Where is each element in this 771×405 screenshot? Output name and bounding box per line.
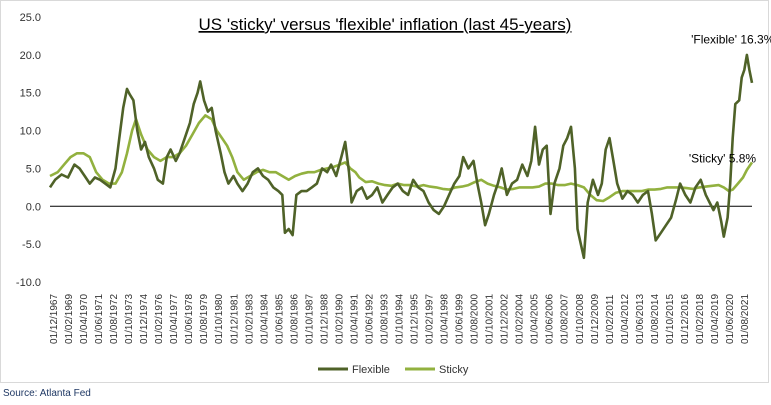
x-tick-label: 01/04/1977	[169, 294, 180, 344]
x-tick-label: 01/08/2000	[470, 294, 481, 344]
x-tick-label: 01/12/1981	[229, 294, 240, 344]
x-tick-label: 01/10/2008	[575, 294, 586, 344]
x-axis: 01/12/1967 01/02/1969 01/04/1970 01/06/1971…	[49, 294, 751, 344]
x-tick-label: 01/12/2009	[590, 294, 601, 344]
x-tick-label: 01/12/1988	[319, 294, 330, 344]
legend: Flexible Sticky	[318, 364, 469, 376]
x-tick-label: 01/02/2011	[605, 294, 616, 344]
y-tick-label: 10.0	[20, 126, 41, 138]
x-tick-label: 01/02/2004	[515, 294, 526, 344]
x-tick-label: 01/08/1972	[109, 294, 120, 344]
y-tick-label: 20.0	[20, 50, 41, 62]
x-tick-label: 01/02/1976	[154, 294, 165, 344]
y-tick-label: 15.0	[20, 88, 41, 100]
x-tick-label: 01/04/2019	[710, 294, 721, 344]
x-tick-label: 01/02/1969	[64, 294, 75, 344]
x-tick-label: 01/02/1990	[334, 294, 345, 344]
x-tick-label: 01/02/2018	[695, 294, 706, 344]
x-tick-label: 01/10/2015	[665, 294, 676, 344]
annotations: 'Flexible' 16.3% 'Sticky' 5.8%	[689, 33, 771, 166]
x-tick-label: 01/08/1986	[289, 294, 300, 344]
series-layer	[48, 53, 754, 260]
annotation-label: 'Flexible' 16.3%	[691, 33, 771, 47]
y-tick-label: 0.0	[26, 201, 41, 213]
x-tick-label: 01/06/1992	[364, 294, 375, 344]
legend-label-sticky: Sticky	[439, 364, 469, 376]
x-tick-label: 01/04/1991	[349, 294, 360, 344]
x-tick-label: 01/04/1998	[440, 294, 451, 344]
x-tick-label: 01/04/1970	[79, 294, 90, 344]
x-tick-label: 01/06/1971	[94, 294, 105, 344]
x-tick-label: 01/12/1995	[410, 294, 421, 344]
x-tick-label: 01/12/1974	[139, 294, 150, 344]
x-tick-label: 01/06/2006	[545, 294, 556, 344]
x-tick-label: 01/12/2002	[500, 294, 511, 344]
y-tick-label: -10.0	[16, 277, 41, 289]
x-tick-label: 01/06/1999	[455, 294, 466, 344]
x-tick-label: 01/08/2021	[740, 294, 751, 344]
x-tick-label: 01/10/1994	[395, 294, 406, 344]
x-tick-label: 01/08/1979	[199, 294, 210, 344]
x-tick-label: 01/06/1985	[274, 294, 285, 344]
chart-frame	[0, 0, 769, 383]
y-tick-label: 5.0	[26, 163, 41, 175]
y-tick-label: 25.0	[20, 12, 41, 24]
x-tick-label: 01/02/1997	[425, 294, 436, 344]
y-axis: 25.0 20.0 15.0 10.0 5.0 0.0 -5.0 -10.0	[16, 12, 41, 289]
source-note: Source: Atlanta Fed	[3, 388, 91, 399]
x-tick-label: 01/06/2013	[635, 294, 646, 344]
x-tick-label: 01/04/2012	[620, 294, 631, 344]
x-tick-label: 01/10/1980	[214, 294, 225, 344]
x-tick-label: 01/10/2001	[485, 294, 496, 344]
x-tick-label: 01/08/2014	[650, 294, 661, 344]
x-tick-label: 01/04/1984	[259, 294, 270, 344]
legend-label-flexible: Flexible	[352, 364, 390, 376]
x-tick-label: 01/06/1978	[184, 294, 195, 344]
x-tick-label: 01/12/1967	[49, 294, 60, 344]
series-line-flexible	[48, 53, 754, 260]
x-tick-label: 01/10/1973	[124, 294, 135, 344]
x-tick-label: 01/06/2020	[725, 294, 736, 344]
x-tick-label: 01/10/1987	[304, 294, 315, 344]
x-tick-label: 01/12/2016	[680, 294, 691, 344]
chart-title: US 'sticky' versus 'flexible' inflation …	[199, 15, 572, 34]
x-tick-label: 01/04/2005	[530, 294, 541, 344]
x-tick-label: 01/02/1983	[244, 294, 255, 344]
line-chart: US 'sticky' versus 'flexible' inflation …	[16, 12, 771, 376]
x-tick-label: 01/08/2007	[560, 294, 571, 344]
x-tick-label: 01/08/1993	[379, 294, 390, 344]
y-tick-label: -5.0	[22, 239, 41, 251]
annotation-label: 'Sticky' 5.8%	[689, 151, 757, 165]
